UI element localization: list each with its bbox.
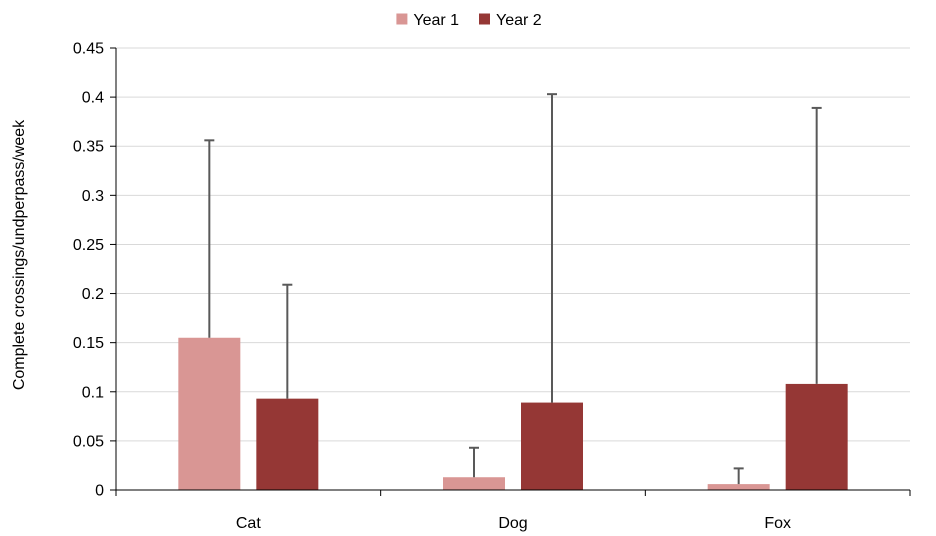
y-tick-label: 0.25 <box>73 237 104 254</box>
y-tick-label: 0 <box>95 483 104 500</box>
x-tick-label: Dog <box>498 515 527 532</box>
y-tick-label: 0.15 <box>73 335 104 352</box>
legend-label: Year 1 <box>413 12 459 29</box>
legend-label: Year 2 <box>496 12 542 29</box>
gridlines <box>116 47 910 442</box>
y-tick-label: 0.35 <box>73 139 104 156</box>
axes: 0 0.05 0.1 0.15 0.2 0.25 0.3 0.35 0.4 0.45 Cat Dog F… <box>73 41 911 532</box>
x-tick-label: Cat <box>236 515 261 532</box>
y-tick-label: 0.3 <box>82 188 104 205</box>
legend-swatch <box>396 13 408 25</box>
bar <box>256 398 319 490</box>
y-tick-label: 0.2 <box>82 286 104 303</box>
y-axis-title: Complete crossings/undperpass/week <box>11 119 28 390</box>
y-tick-label: 0.45 <box>73 41 104 58</box>
legend-swatch <box>479 13 490 25</box>
bar <box>521 402 583 490</box>
bars <box>178 337 848 490</box>
error-bars <box>204 93 822 485</box>
bar <box>178 337 241 490</box>
bar <box>785 383 848 490</box>
y-tick-label: 0.1 <box>82 384 104 401</box>
y-tick-label: 0.4 <box>82 90 104 107</box>
legend: Year 1 Year 2 <box>396 12 542 29</box>
bar <box>707 484 770 490</box>
x-tick-label: Fox <box>764 515 791 532</box>
bar <box>443 477 505 490</box>
y-tick-label: 0.05 <box>73 433 104 450</box>
